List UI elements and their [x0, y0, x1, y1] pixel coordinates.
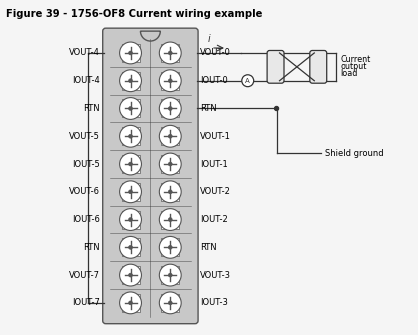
- Bar: [122, 211, 140, 228]
- Circle shape: [129, 190, 133, 194]
- Circle shape: [168, 51, 172, 55]
- Text: Figure 39 - 1756-OF8 Current wiring example: Figure 39 - 1756-OF8 Current wiring exam…: [6, 9, 263, 19]
- Circle shape: [129, 134, 133, 138]
- Circle shape: [168, 190, 172, 194]
- Circle shape: [159, 70, 181, 92]
- Circle shape: [159, 209, 181, 230]
- Bar: [122, 44, 140, 62]
- Circle shape: [129, 79, 133, 83]
- Text: VOUT-1: VOUT-1: [200, 132, 231, 141]
- Text: IOUT-4: IOUT-4: [72, 76, 100, 85]
- Text: IOUT-7: IOUT-7: [72, 298, 100, 308]
- Bar: [161, 99, 179, 118]
- Circle shape: [120, 153, 141, 175]
- Text: output: output: [340, 62, 367, 71]
- Text: VOUT-7: VOUT-7: [69, 271, 100, 280]
- Text: RTN: RTN: [83, 243, 100, 252]
- Bar: [122, 183, 140, 201]
- Text: VOUT-3: VOUT-3: [200, 271, 231, 280]
- Circle shape: [159, 42, 181, 64]
- Bar: [122, 155, 140, 173]
- Circle shape: [159, 237, 181, 258]
- Bar: [161, 183, 179, 201]
- Circle shape: [159, 264, 181, 286]
- Circle shape: [120, 209, 141, 230]
- Bar: [122, 294, 140, 312]
- FancyBboxPatch shape: [267, 51, 284, 83]
- Bar: [122, 127, 140, 145]
- Circle shape: [168, 134, 172, 138]
- Text: VOUT-4: VOUT-4: [69, 49, 100, 58]
- Bar: [161, 238, 179, 256]
- Circle shape: [168, 273, 172, 277]
- Circle shape: [168, 245, 172, 249]
- Text: VOUT-2: VOUT-2: [200, 187, 231, 196]
- Text: IOUT-5: IOUT-5: [72, 159, 100, 169]
- Bar: [161, 266, 179, 284]
- Circle shape: [159, 97, 181, 119]
- Text: RTN: RTN: [200, 243, 217, 252]
- Circle shape: [120, 97, 141, 119]
- Circle shape: [168, 301, 172, 305]
- Circle shape: [242, 75, 254, 87]
- Text: VOUT-6: VOUT-6: [69, 187, 100, 196]
- Bar: [161, 44, 179, 62]
- Bar: [122, 72, 140, 90]
- Text: IOUT-1: IOUT-1: [200, 159, 228, 169]
- Bar: [161, 72, 179, 90]
- Circle shape: [120, 292, 141, 314]
- FancyBboxPatch shape: [310, 51, 327, 83]
- Circle shape: [129, 51, 133, 55]
- Circle shape: [120, 125, 141, 147]
- Circle shape: [129, 301, 133, 305]
- Text: load: load: [340, 69, 357, 78]
- Circle shape: [159, 292, 181, 314]
- Circle shape: [129, 273, 133, 277]
- Circle shape: [168, 79, 172, 83]
- Text: A: A: [245, 78, 250, 84]
- Circle shape: [129, 107, 133, 111]
- Circle shape: [159, 153, 181, 175]
- Text: VOUT-0: VOUT-0: [200, 49, 231, 58]
- Text: IOUT-3: IOUT-3: [200, 298, 228, 308]
- Circle shape: [120, 264, 141, 286]
- Bar: [161, 155, 179, 173]
- Text: Current: Current: [340, 55, 370, 64]
- Circle shape: [168, 107, 172, 111]
- Text: RTN: RTN: [83, 104, 100, 113]
- Circle shape: [120, 181, 141, 203]
- Text: Shield ground: Shield ground: [325, 149, 384, 158]
- FancyBboxPatch shape: [103, 28, 198, 324]
- Bar: [122, 238, 140, 256]
- Text: RTN: RTN: [200, 104, 217, 113]
- Bar: [122, 99, 140, 118]
- Wedge shape: [140, 31, 161, 41]
- Circle shape: [129, 218, 133, 221]
- Text: IOUT-2: IOUT-2: [200, 215, 228, 224]
- Circle shape: [120, 42, 141, 64]
- Circle shape: [275, 107, 278, 111]
- Circle shape: [120, 237, 141, 258]
- Bar: [161, 211, 179, 228]
- Circle shape: [120, 70, 141, 92]
- Circle shape: [159, 181, 181, 203]
- Circle shape: [159, 125, 181, 147]
- Circle shape: [168, 162, 172, 166]
- Circle shape: [168, 218, 172, 221]
- Text: i: i: [208, 34, 211, 44]
- Text: VOUT-5: VOUT-5: [69, 132, 100, 141]
- Bar: [161, 127, 179, 145]
- Bar: [122, 266, 140, 284]
- Bar: [161, 294, 179, 312]
- Text: IOUT-6: IOUT-6: [72, 215, 100, 224]
- Circle shape: [129, 245, 133, 249]
- Circle shape: [129, 162, 133, 166]
- Text: IOUT-0: IOUT-0: [200, 76, 228, 85]
